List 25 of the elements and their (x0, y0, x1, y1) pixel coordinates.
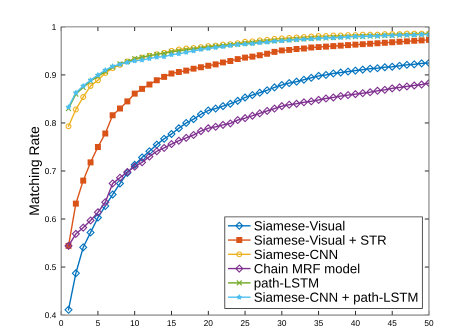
x-tick-label: 5 (96, 320, 100, 326)
x-tick-label: 35 (314, 320, 323, 326)
x-tick-label: 50 (424, 320, 434, 326)
x-tick-label: 20 (204, 320, 213, 326)
legend-label: Siamese-Visual (254, 220, 344, 231)
legend-label: Chain MRF model (254, 264, 360, 274)
y-tick-label: 1 (52, 24, 56, 30)
legend-label: Siamese-CNN (254, 249, 338, 260)
x-tick-label: 10 (130, 320, 140, 326)
y-axis-title: Matching Rate (28, 126, 42, 215)
x-tick-label: 40 (350, 320, 360, 326)
y-tick-label: 0.7 (45, 168, 56, 174)
y-tick-label: 0.8 (45, 120, 56, 126)
x-tick-label: 15 (167, 320, 176, 326)
x-tick-label: 45 (388, 320, 396, 326)
y-tick-label: 0.4 (45, 312, 56, 318)
x-tick-label: 0 (59, 320, 64, 326)
y-tick-label: 0.6 (45, 216, 56, 222)
x-tick-label: 30 (278, 320, 286, 326)
legend-label: Siamese-CNN + path-LSTM (254, 292, 418, 305)
y-tick-label: 0.9 (45, 72, 56, 78)
y-tick-label: 0.5 (45, 264, 56, 270)
x-tick-label: 25 (240, 320, 250, 326)
legend-label: Siamese-Visual + STR (254, 235, 386, 245)
legend-label: path-LSTM (254, 278, 318, 290)
